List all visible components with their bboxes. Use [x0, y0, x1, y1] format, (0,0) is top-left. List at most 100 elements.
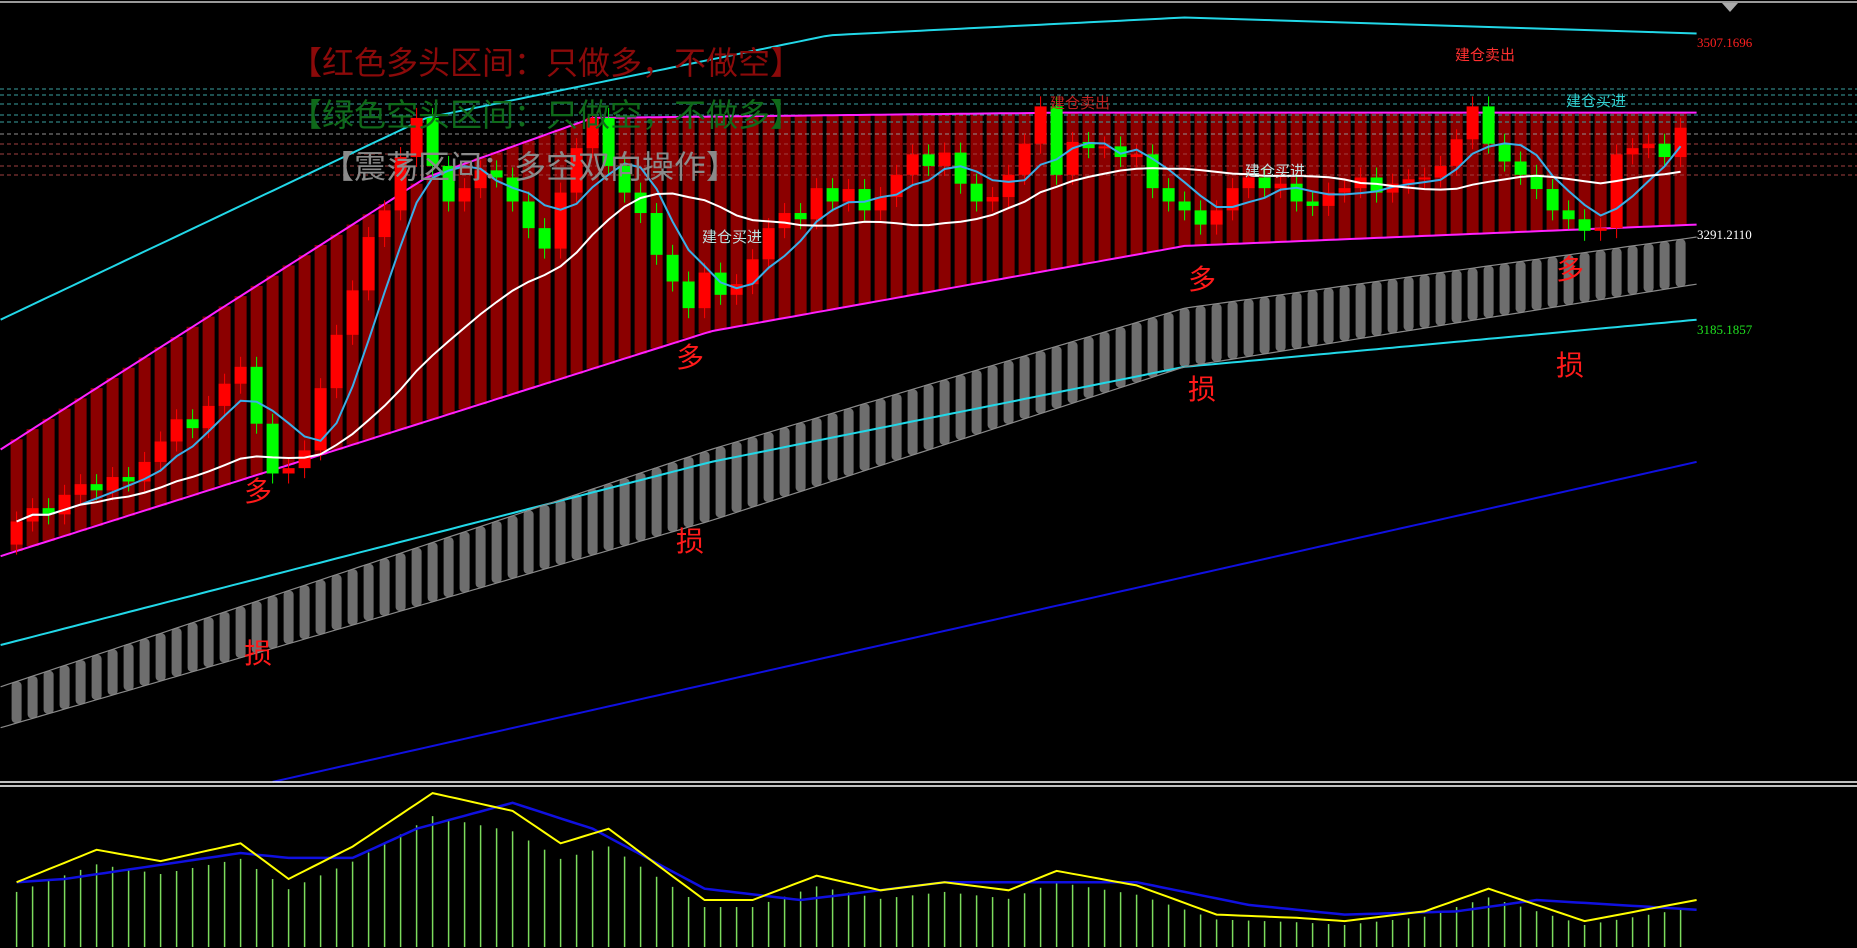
candle-up — [1322, 192, 1335, 206]
grey-band-stripe — [395, 553, 406, 612]
grey-band-stripe — [1355, 283, 1366, 339]
candle-up — [298, 450, 311, 469]
candle-up — [378, 210, 391, 238]
candle-up — [778, 213, 791, 229]
candle-up — [586, 117, 599, 149]
grey-band-stripe — [539, 505, 550, 570]
grey-band-stripe — [1275, 294, 1286, 352]
grey-band-stripe — [1211, 303, 1222, 362]
channel-stripe — [586, 117, 599, 369]
candle-up — [1210, 210, 1223, 225]
channel-stripe — [1578, 112, 1591, 230]
long_ma-line — [272, 460, 1697, 783]
candle-up — [1130, 154, 1143, 158]
grey-band-stripe — [1227, 301, 1238, 360]
grey-band-stripe — [235, 606, 246, 658]
grey-band-stripe — [1163, 312, 1174, 373]
candle-up — [346, 290, 359, 335]
grey-band-stripe — [283, 590, 294, 644]
bull-zone-text: 【红色多头区间：只做多，不做空】 — [290, 44, 803, 82]
channel-stripe — [826, 115, 839, 310]
candle-up — [394, 157, 407, 211]
grey-band-stripe — [763, 432, 774, 502]
candle-down — [1562, 210, 1575, 220]
grey-band-stripe — [331, 574, 342, 630]
candle-up — [1034, 106, 1047, 144]
outer_lower-line — [0, 318, 1697, 646]
candle-up — [1274, 183, 1287, 189]
candle-up — [1434, 165, 1447, 178]
grey-band-stripe — [715, 446, 726, 518]
grey-band-stripe — [459, 531, 470, 593]
candle-up — [410, 117, 423, 158]
candle-up — [282, 468, 295, 474]
grey-band-stripe — [1339, 285, 1350, 341]
candle-up — [1610, 154, 1623, 229]
candle-up — [570, 148, 583, 193]
grey-band-stripe — [1051, 346, 1062, 409]
candle-up — [746, 259, 759, 285]
grey-band-stripe — [955, 374, 966, 440]
grey-band-stripe — [1195, 305, 1206, 365]
grey-band-stripe — [491, 521, 502, 584]
candle-up — [1642, 143, 1655, 149]
stop-marker: 损 — [676, 525, 705, 558]
grey-band-stripe — [731, 441, 742, 513]
grey-band-stripe — [155, 633, 166, 682]
candle-up — [1002, 174, 1015, 198]
candle-down — [186, 419, 199, 429]
candle-down — [1658, 143, 1671, 158]
candle-down — [1578, 219, 1591, 231]
candle-down — [266, 423, 279, 474]
price-label-mid: 3291.2110 — [1697, 227, 1752, 242]
candle-up — [202, 405, 215, 429]
grey-band-stripe — [635, 473, 646, 542]
grey-band-stripe — [203, 617, 214, 668]
candle-down — [490, 170, 503, 178]
candle-up — [74, 484, 87, 495]
grey-band-stripe — [427, 542, 438, 602]
grey-band-stripe — [267, 595, 278, 649]
grey-band-stripe — [475, 526, 486, 588]
candle-down — [1482, 106, 1495, 144]
d-line — [16, 801, 1697, 916]
candle-up — [698, 272, 711, 309]
grey-band-stripe — [1627, 245, 1638, 295]
grey-band-stripe — [1467, 268, 1478, 321]
candle-down — [426, 117, 439, 166]
channel_upper-line — [0, 111, 1697, 451]
grey-band-stripe — [107, 649, 118, 696]
candle-down — [122, 477, 135, 482]
grey-band-stripe — [523, 510, 534, 574]
grey-band-stripe — [1291, 292, 1302, 349]
grey-band-stripe — [1579, 252, 1590, 303]
scroll-marker-icon[interactable] — [1722, 3, 1738, 12]
grey-band-stripe — [379, 558, 390, 616]
channel-stripe — [154, 347, 167, 506]
grey-band-stripe — [251, 601, 262, 654]
candle-up — [1386, 183, 1399, 193]
candle-down — [506, 177, 519, 202]
channel-stripe — [938, 113, 951, 290]
candle-down — [522, 201, 535, 229]
channel-stripe — [1098, 112, 1111, 261]
candle-up — [170, 419, 183, 442]
grey-band-stripe — [1147, 317, 1158, 378]
candle-down — [826, 188, 839, 202]
candle-down — [1290, 183, 1303, 202]
candle-down — [1194, 210, 1207, 225]
grey-band-stripe — [1387, 279, 1398, 334]
candle-down — [858, 189, 871, 211]
channel-stripe — [266, 275, 279, 471]
grey-band-stripe — [443, 537, 454, 598]
channel-stripe — [666, 117, 679, 344]
candle-down — [634, 192, 647, 214]
grey-band-stripe — [299, 585, 310, 640]
candle-down — [538, 228, 551, 249]
grey-band-stripe — [1115, 327, 1126, 388]
grey-band-stripe — [1659, 241, 1670, 290]
grey-band-stripe — [1371, 281, 1382, 336]
channel-stripe — [538, 135, 551, 384]
grey-band-stripe — [315, 579, 326, 635]
